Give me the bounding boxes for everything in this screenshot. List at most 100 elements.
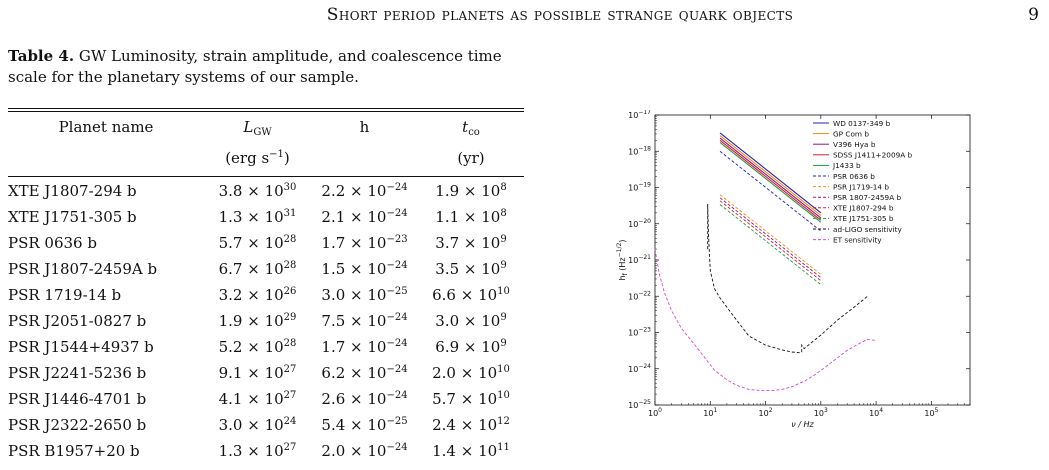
planet-name-cell: PSR B1957+20 b — [8, 442, 140, 460]
series-line-6 — [719, 194, 822, 275]
coalescence-time-cell: 6.9 × 109 — [435, 338, 507, 356]
series-line-3 — [719, 139, 822, 221]
planet-name-cell: PSR J1807-2459A b — [8, 260, 158, 278]
table-row: XTE J1807-294 b 3.8 × 1030 2.2 × 10−24 1.9 … — [8, 178, 524, 204]
y-tick-label: 10−20 — [628, 218, 651, 229]
strain-chart: 10−25 10−24 10−23 10−22 10−21 10−20 10−19 10−18… — [590, 110, 980, 438]
y-tick-label: 10−24 — [628, 363, 651, 374]
strain-cell: 2.2 × 10−24 — [321, 182, 408, 200]
legend-label: ET sensitivity — [833, 235, 882, 244]
strain-cell: 2.1 × 10−24 — [321, 208, 408, 226]
x-axis-label: ν / Hz — [791, 420, 814, 429]
col-header-h: h — [359, 118, 370, 136]
coalescence-time-cell: 2.0 × 1010 — [432, 364, 510, 382]
x-tick-label: 103 — [814, 407, 828, 418]
y-tick-label: 10−21 — [628, 254, 651, 265]
coalescence-time-cell: 2.4 × 1012 — [432, 416, 510, 434]
coalescence-time-cell: 1.1 × 108 — [435, 208, 507, 226]
page-number: 9 — [1028, 5, 1039, 25]
col-header-name: Planet name — [58, 118, 154, 136]
table-row: PSR 1719-14 b 3.2 × 1026 3.0 × 10−25 6.6 × … — [8, 282, 524, 308]
luminosity-cell: 5.2 × 1028 — [218, 338, 297, 356]
series-line-11 — [654, 249, 877, 392]
table-row: XTE J1751-305 b 1.3 × 1031 2.1 × 10−24 1.1 … — [8, 204, 524, 230]
luminosity-table: Planet name LGW h tco (erg s−1) (yr) XTE… — [8, 112, 524, 464]
legend-label: J1433 b — [832, 161, 861, 170]
planet-name-cell: PSR J1544+4937 b — [8, 338, 154, 356]
strain-cell: 1.5 × 10−24 — [321, 260, 408, 278]
series-line-8 — [719, 200, 822, 281]
x-tick-label: 102 — [759, 407, 773, 418]
legend-label: XTE J1751-305 b — [833, 214, 894, 223]
table-row: PSR J2241-5236 b 9.1 × 1027 6.2 × 10−24 2.0… — [8, 360, 524, 386]
y-tick-label: 10−17 — [628, 110, 651, 120]
col-unit-lgw: (erg s−1) — [225, 149, 290, 167]
luminosity-cell: 6.7 × 1028 — [218, 260, 297, 278]
coalescence-time-cell: 5.7 × 1010 — [432, 390, 510, 408]
legend-label: GP Com b — [833, 129, 869, 138]
x-tick-label: 100 — [648, 407, 662, 418]
coalescence-time-cell: 1.4 × 1011 — [432, 442, 510, 460]
luminosity-cell: 3.2 × 1026 — [218, 286, 297, 304]
plot-frame — [654, 114, 971, 406]
table-row: PSR B1957+20 b 1.3 × 1027 2.0 × 10−24 1.4 ×… — [8, 438, 524, 464]
x-tick-label: 104 — [869, 407, 883, 418]
legend-label: SDSS J1411+2009A b — [833, 151, 913, 160]
y-tick-label: 10−22 — [628, 290, 651, 301]
table-block: Table 4. GW Luminosity, strain amplitude… — [8, 46, 524, 464]
table-row: PSR J2322-2650 b 3.0 × 1024 5.4 × 10−25 2.4… — [8, 412, 524, 438]
coalescence-time-cell: 3.7 × 109 — [435, 234, 507, 252]
series-line-7 — [719, 197, 822, 278]
strain-cell: 6.2 × 10−24 — [321, 364, 408, 382]
luminosity-cell: 9.1 × 1027 — [218, 364, 297, 382]
legend-label: XTE J1807-294 b — [833, 204, 894, 213]
strain-cell: 1.7 × 10−23 — [321, 234, 408, 252]
series-line-1 — [719, 135, 822, 216]
table-row: PSR J1446-4701 b 4.1 × 1027 2.6 × 10−24 5.7… — [8, 386, 524, 412]
x-tick-label: 101 — [703, 407, 717, 418]
luminosity-cell: 1.3 × 1031 — [218, 208, 297, 226]
y-tick-label: 10−19 — [628, 182, 651, 193]
strain-cell: 3.0 × 10−25 — [321, 286, 408, 304]
table-row: PSR J2051-0827 b 1.9 × 1029 7.5 × 10−24 3.0… — [8, 308, 524, 334]
running-header: Short period planets as possible strange… — [0, 0, 1049, 40]
strain-cell: 1.7 × 10−24 — [321, 338, 408, 356]
table-row: PSR 0636 b 5.7 × 1028 1.7 × 10−23 3.7 × 109 — [8, 230, 524, 256]
series-line-4 — [719, 141, 822, 223]
legend-label: ad-LIGO sensitivity — [833, 225, 903, 234]
luminosity-cell: 3.0 × 1024 — [218, 416, 297, 434]
col-header-lgw: LGW — [243, 118, 272, 138]
coalescence-time-cell: 1.9 × 108 — [435, 182, 507, 200]
coalescence-time-cell: 3.0 × 109 — [435, 312, 507, 330]
planet-name-cell: PSR J2322-2650 b — [8, 416, 147, 434]
y-tick-label: 10−23 — [628, 327, 651, 338]
luminosity-cell: 4.1 × 1027 — [218, 390, 297, 408]
col-unit-tco: (yr) — [457, 149, 485, 167]
legend-label: PSR J1719-14 b — [833, 182, 889, 191]
planet-name-cell: PSR 1719-14 b — [8, 286, 122, 304]
coalescence-time-cell: 6.6 × 1010 — [432, 286, 510, 304]
table-label: Table 4. — [8, 47, 75, 65]
table-body: XTE J1807-294 b 3.8 × 1030 2.2 × 10−24 1.9 … — [8, 174, 524, 464]
running-title: Short period planets as possible strange… — [326, 5, 794, 25]
luminosity-cell: 1.9 × 1029 — [218, 312, 297, 330]
planet-name-cell: PSR J2241-5236 b — [8, 364, 147, 382]
legend-label: PSR 1807-2459A b — [833, 193, 902, 202]
legend-label: WD 0137-349 b — [833, 119, 891, 128]
luminosity-cell: 5.7 × 1028 — [218, 234, 297, 252]
series-line-9 — [719, 204, 822, 285]
series-line-10 — [707, 203, 868, 354]
luminosity-cell: 3.8 × 1030 — [218, 182, 297, 200]
strain-cell: 5.4 × 10−25 — [321, 416, 408, 434]
chart-svg: 10−25 10−24 10−23 10−22 10−21 10−20 10−19 10−18… — [616, 110, 971, 429]
col-header-tco: tco — [462, 118, 480, 138]
planet-name-cell: XTE J1751-305 b — [8, 208, 137, 226]
series-line-5 — [719, 150, 822, 232]
planet-name-cell: XTE J1807-294 b — [8, 182, 137, 200]
coalescence-time-cell: 3.5 × 109 — [435, 260, 507, 278]
table-caption: Table 4. GW Luminosity, strain amplitude… — [8, 46, 524, 88]
strain-cell: 2.0 × 10−24 — [321, 442, 408, 460]
series-line-2 — [719, 137, 822, 219]
caption-text: GW Luminosity, strain amplitude, and coa… — [8, 47, 502, 86]
table-top-rule — [8, 108, 524, 112]
